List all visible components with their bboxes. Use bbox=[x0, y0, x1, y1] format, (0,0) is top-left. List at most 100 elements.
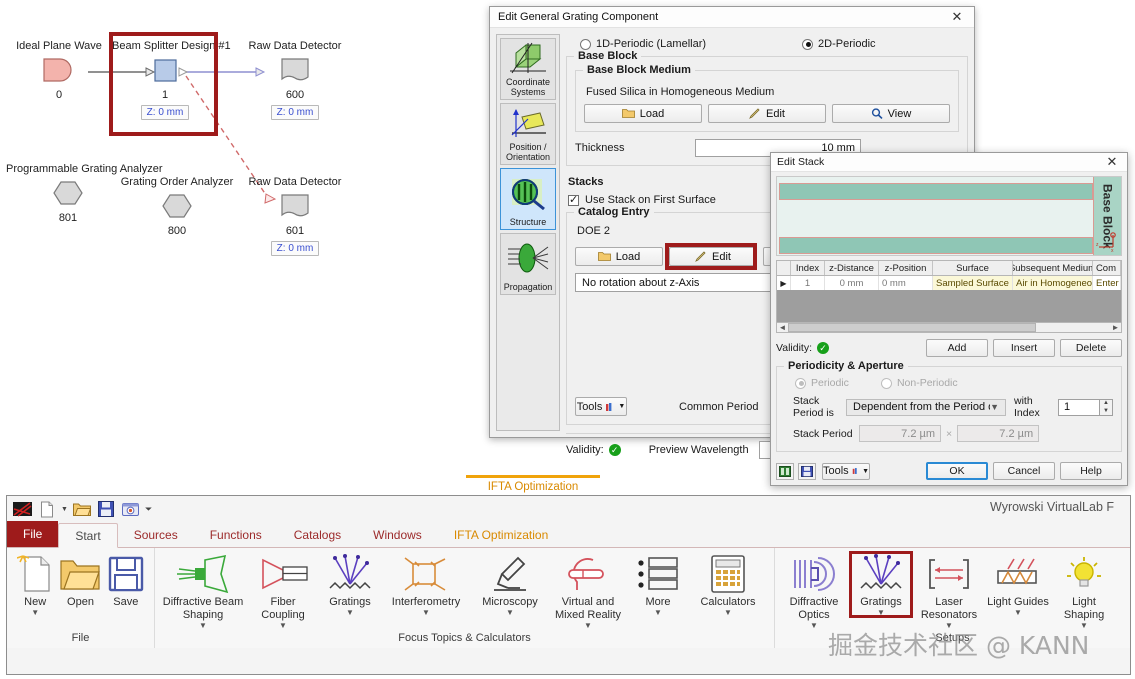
chevron-down-icon[interactable]: ▼ bbox=[506, 608, 514, 617]
stack-layer[interactable] bbox=[779, 183, 1093, 200]
node-raw-data-detector-601[interactable]: Raw Data Detector 601 Z: 0 mm bbox=[240, 176, 350, 256]
stack-visualization[interactable]: Base Block z x bbox=[776, 176, 1122, 257]
tab-catalogs[interactable]: Catalogs bbox=[293, 527, 342, 542]
ribbon-tabstrip[interactable]: File Start Sources Functions Catalogs Wi… bbox=[7, 521, 1130, 548]
tab-start[interactable]: Start bbox=[58, 523, 118, 548]
node-raw-data-detector-600[interactable]: Raw Data Detector 600 Z: 0 mm bbox=[240, 40, 350, 120]
tab-ifta-optimization[interactable]: IFTA Optimization bbox=[453, 527, 549, 542]
table-horizontal-scrollbar[interactable]: ◄ ► bbox=[776, 323, 1122, 333]
radio-non-periodic[interactable] bbox=[880, 377, 892, 389]
tab-sources[interactable]: Sources bbox=[133, 527, 178, 542]
periodicity-radio-group[interactable]: 1D-Periodic (Lamellar) 2D-Periodic bbox=[566, 34, 968, 56]
z-position-badge[interactable]: Z: 0 mm bbox=[140, 105, 190, 120]
with-index-stepper[interactable]: ▲ ▼ bbox=[1100, 398, 1113, 416]
ribbon-interferometry-button[interactable]: Interferometry ▼ bbox=[384, 552, 468, 617]
compare-icon[interactable] bbox=[776, 462, 794, 480]
tab-functions[interactable]: Functions bbox=[209, 527, 262, 542]
new-document-icon[interactable] bbox=[37, 500, 56, 519]
stack-period-x-input[interactable]: 7.2 µm bbox=[859, 425, 941, 442]
base-block-load-button[interactable]: Load bbox=[584, 104, 702, 123]
nav-propagation[interactable]: Propagation bbox=[500, 233, 556, 295]
stack-load-button[interactable]: Load bbox=[575, 247, 663, 266]
radio-periodic[interactable] bbox=[795, 377, 806, 389]
edit-stack-dialog[interactable]: Edit Stack ✕ Base Block z x bbox=[770, 152, 1128, 486]
chevron-down-icon[interactable]: ▼ bbox=[810, 621, 818, 630]
save-icon[interactable] bbox=[97, 500, 116, 519]
chevron-down-icon[interactable]: ▼ bbox=[654, 608, 662, 617]
quick-access-toolbar[interactable]: ▼ ⏷ Wyrowski VirtualLab F bbox=[7, 496, 1130, 522]
chevron-down-icon[interactable]: ▼ bbox=[1080, 621, 1088, 630]
ribbon-laser-resonators-button[interactable]: Laser Resonators ▼ bbox=[915, 552, 983, 630]
nav-structure[interactable]: Structure bbox=[500, 168, 556, 230]
ribbon-microscopy-button[interactable]: Microscopy ▼ bbox=[473, 552, 547, 617]
ribbon-fiber-coupling-button[interactable]: Fiber Coupling ▼ bbox=[250, 552, 316, 630]
radio-1d-periodic[interactable] bbox=[580, 38, 591, 50]
stack-tools-button[interactable]: Tools ▼ bbox=[822, 462, 870, 480]
cancel-button[interactable]: Cancel bbox=[993, 462, 1055, 480]
periodicity-radio-row[interactable]: Periodic Non-Periodic bbox=[795, 377, 1113, 389]
cell-subsequent-medium[interactable]: Air in Homogeneous … bbox=[1013, 276, 1093, 291]
ribbon-light-guides-button[interactable]: Light Guides ▼ bbox=[986, 552, 1050, 617]
tools-button[interactable]: Tools ▼ bbox=[575, 397, 627, 416]
chevron-down-icon[interactable]: ▼ bbox=[945, 621, 953, 630]
chevron-down-icon[interactable]: ▼ bbox=[877, 608, 885, 617]
scroll-right-icon[interactable]: ► bbox=[1111, 323, 1120, 332]
optical-system-canvas[interactable]: Ideal Plane Wave 0 Beam Splitter Design … bbox=[0, 0, 470, 300]
camera-icon[interactable] bbox=[121, 500, 140, 519]
open-folder-icon[interactable] bbox=[73, 500, 92, 519]
ribbon-save-button[interactable]: Save bbox=[104, 552, 148, 609]
node-grating-order-analyzer[interactable]: Grating Order Analyzer 800 bbox=[118, 176, 236, 237]
stack-surface-table[interactable]: Index z-Distance z-Position Surface Subs… bbox=[776, 260, 1122, 323]
base-block-view-button[interactable]: View bbox=[832, 104, 950, 123]
scroll-left-icon[interactable]: ◄ bbox=[778, 323, 787, 332]
node-programmable-grating-analyzer[interactable]: Programmable Grating Analyzer 801 bbox=[6, 163, 163, 224]
cell-surface[interactable]: Sampled Surface bbox=[933, 276, 1013, 291]
quick-dropdown-icon[interactable]: ▼ bbox=[61, 505, 68, 513]
chevron-down-icon[interactable]: ▼ bbox=[279, 621, 287, 630]
insert-button[interactable]: Insert bbox=[993, 339, 1055, 357]
add-button[interactable]: Add bbox=[926, 339, 988, 357]
chevron-down-icon[interactable]: ▼ bbox=[724, 608, 732, 617]
ribbon-setups-gratings-button[interactable]: Gratings ▼ bbox=[849, 551, 913, 618]
stack-period-is-select[interactable]: Dependent from the Period of Surface ▼ bbox=[846, 398, 1007, 416]
delete-button[interactable]: Delete bbox=[1060, 339, 1122, 357]
edit-general-grating-component-dialog[interactable]: Edit General Grating Component ✕ Coordin… bbox=[489, 6, 975, 459]
with-index-input[interactable]: 1 bbox=[1058, 398, 1100, 416]
ribbon-calculators-button[interactable]: Calculators ▼ bbox=[692, 552, 764, 617]
tab-windows[interactable]: Windows bbox=[373, 527, 422, 542]
ok-button[interactable]: OK bbox=[926, 462, 988, 480]
app-logo-icon[interactable] bbox=[13, 500, 32, 519]
application-window[interactable]: ▼ ⏷ Wyrowski VirtualLab F bbox=[6, 475, 1131, 675]
z-position-badge[interactable]: Z: 0 mm bbox=[270, 241, 320, 256]
chevron-down-icon[interactable]: ▼ bbox=[346, 608, 354, 617]
chevron-down-icon[interactable]: ▼ bbox=[1014, 608, 1022, 617]
base-block-edit-button[interactable]: Edit bbox=[708, 104, 826, 123]
chevron-down-icon[interactable]: ▼ bbox=[422, 608, 430, 617]
use-stack-checkbox[interactable] bbox=[568, 193, 579, 206]
close-icon[interactable]: ✕ bbox=[951, 9, 963, 24]
ribbon-gratings-button[interactable]: Gratings ▼ bbox=[321, 552, 379, 617]
ribbon-diffractive-beam-shaping-button[interactable]: Diffractive Beam Shaping ▼ bbox=[161, 552, 245, 630]
ribbon-diffractive-optics-button[interactable]: Diffractive Optics ▼ bbox=[781, 552, 847, 630]
help-button[interactable]: Help bbox=[1060, 462, 1122, 480]
ribbon-light-shaping-button[interactable]: Light Shaping ▼ bbox=[1053, 552, 1115, 630]
cell-comment[interactable]: Enter your commen bbox=[1093, 276, 1121, 291]
dialog-nav-panel[interactable]: Coordinate Systems Position / Orientatio… bbox=[496, 34, 560, 431]
use-stack-on-first-surface-row[interactable]: Use Stack on First Surface bbox=[568, 193, 968, 206]
node-beam-splitter[interactable]: Beam Splitter Design #1 1 Z: 0 mm bbox=[112, 40, 231, 120]
ribbon-open-button[interactable]: Open bbox=[58, 552, 102, 609]
scrollbar-thumb[interactable] bbox=[788, 323, 1036, 332]
tab-file[interactable]: File bbox=[7, 521, 59, 547]
chevron-down-icon[interactable]: ▼ bbox=[199, 621, 207, 630]
nav-coordinate-systems[interactable]: Coordinate Systems bbox=[500, 38, 556, 100]
nav-position-orientation[interactable]: Position / Orientation bbox=[500, 103, 556, 165]
chevron-down-icon[interactable]: ▼ bbox=[31, 608, 40, 617]
node-ideal-plane-wave[interactable]: Ideal Plane Wave 0 bbox=[6, 40, 112, 101]
customize-qat-icon[interactable]: ⏷ bbox=[144, 503, 153, 514]
ribbon-virtual-mixed-reality-button[interactable]: Virtual and Mixed Reality ▼ bbox=[552, 552, 624, 630]
ribbon[interactable]: New ▼ Open bbox=[7, 548, 1130, 648]
table-row[interactable]: ▶ 1 0 mm 0 mm Sampled Surface Air in Hom… bbox=[777, 276, 1121, 291]
ribbon-more-button[interactable]: More ▼ bbox=[629, 552, 687, 617]
z-position-badge[interactable]: Z: 0 mm bbox=[270, 105, 320, 120]
save-icon[interactable] bbox=[798, 462, 816, 480]
